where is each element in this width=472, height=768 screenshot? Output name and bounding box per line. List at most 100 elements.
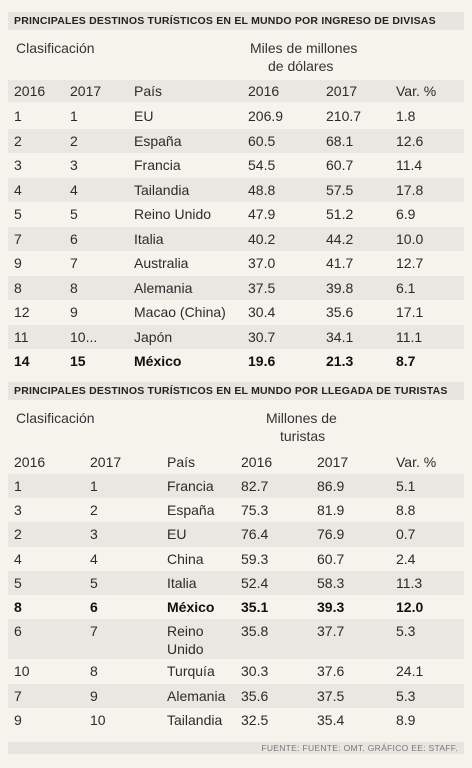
cell-rank-2017: 6: [90, 599, 98, 615]
cell-value-2017: 34.1: [326, 328, 354, 345]
cell-rank-2017: 10...: [70, 328, 98, 345]
cell-variation: 11.3: [396, 574, 423, 591]
cell-value-2017: 44.2: [326, 230, 354, 247]
table-row: 8 6 México 35.1 39.3 12.0: [8, 595, 464, 619]
cell-value-2016: 82.7: [241, 478, 269, 494]
cell-rank-2017: 7: [70, 255, 78, 271]
table2-units-label-2: turistas: [280, 428, 326, 444]
cell-rank-2016: 7: [14, 230, 22, 247]
table2-header-2016-rank: 2016: [14, 454, 46, 470]
table-row: 14 15 México 19.6 21.3 8.7: [8, 349, 464, 374]
cell-variation: 2.4: [396, 550, 416, 567]
cell-country: Alemania: [167, 687, 226, 704]
table-row: 7 9 Alemania 35.6 37.5 5.3: [8, 683, 464, 708]
table-row: 9 7 Australia 37.0 41.7 12.7: [8, 251, 464, 276]
cell-variation: 12.6: [396, 132, 424, 149]
table-row: 2 2 España 60.5 68.1 12.6: [8, 128, 464, 153]
table1-header-2016-rank: 2016: [14, 83, 46, 99]
cell-rank-2016: 14: [14, 353, 30, 369]
cell-value-2016: 75.3: [241, 502, 269, 519]
table-row: 9 10 Tailandia 32.5 35.4 8.9: [8, 708, 464, 732]
cell-value-2017: 58.3: [317, 574, 345, 591]
table2-header-2017: 2017: [317, 454, 349, 470]
cell-value-2017: 41.7: [326, 255, 354, 271]
cell-value-2016: 35.6: [241, 687, 269, 704]
cell-value-2016: 206.9: [248, 108, 284, 124]
cell-variation: 8.7: [396, 353, 416, 369]
table1-header-2017: 2017: [326, 83, 358, 99]
table-row: 3 3 Francia 54.5 60.7 11.4: [8, 153, 464, 178]
cell-country: Australia: [134, 255, 189, 271]
cell-value-2016: 37.0: [248, 255, 276, 271]
cell-rank-2017: 8: [90, 663, 98, 680]
cell-rank-2016: 3: [14, 157, 22, 173]
table-row: 3 2 España 75.3 81.9 8.8: [8, 498, 464, 522]
table-row: 1 1 Francia 82.7 86.9 5.1: [8, 474, 464, 499]
cell-rank-2016: 5: [14, 574, 22, 591]
cell-value-2016: 47.9: [248, 206, 276, 222]
table1-header-2016: 2016: [248, 83, 280, 99]
table-row: 10 8 Turquía 30.3 37.6 24.1: [8, 659, 464, 683]
cell-rank-2017: 1: [90, 478, 98, 494]
cell-rank-2017: 7: [90, 623, 98, 640]
cell-value-2017: 51.2: [326, 206, 354, 222]
cell-value-2016: 32.5: [241, 711, 269, 728]
cell-country: Alemania: [134, 279, 193, 296]
cell-country: Tailandia: [134, 181, 190, 198]
table1-header-row: 2016 2017 País 2016 2017 Var. %: [8, 80, 464, 102]
cell-rank-2016: 2: [14, 132, 22, 149]
cell-value-2016: 60.5: [248, 132, 276, 149]
cell-country: Macao (China): [134, 304, 226, 320]
cell-country: EU: [167, 526, 187, 543]
cell-rank-2017: 4: [70, 181, 78, 198]
cell-value-2016: 35.8: [241, 623, 269, 640]
cell-value-2017: 37.5: [317, 687, 345, 704]
table-row: 2 3 EU 76.4 76.9 0.7: [8, 522, 464, 547]
cell-value-2016: 48.8: [248, 181, 276, 198]
cell-variation: 5.3: [396, 623, 416, 640]
cell-value-2017: 60.7: [326, 157, 354, 173]
table-row: 4 4 Tailandia 48.8 57.5 17.8: [8, 177, 464, 202]
cell-variation: 12.7: [396, 255, 424, 271]
cell-rank-2017: 5: [70, 206, 78, 222]
cell-rank-2017: 15: [70, 353, 86, 369]
cell-value-2017: 39.8: [326, 279, 354, 296]
cell-rank-2016: 1: [14, 478, 22, 494]
cell-country: Tailandia: [167, 711, 223, 728]
cell-value-2017: 81.9: [317, 502, 345, 519]
table1-units-label-1: Miles de millones: [250, 40, 358, 56]
cell-rank-2017: 4: [90, 550, 98, 567]
cell-variation: 11.1: [396, 328, 423, 345]
cell-variation: 17.1: [396, 304, 424, 320]
table2-rank-label: Clasificación: [16, 410, 95, 426]
cell-country: México: [167, 599, 215, 615]
cell-value-2017: 86.9: [317, 478, 345, 494]
table2-title: PRINCIPALES DESTINOS TURÍSTICOS EN EL MU…: [8, 382, 464, 400]
table-row: 7 6 Italia 40.2 44.2 10.0: [8, 226, 464, 251]
table-row: 5 5 Italia 52.4 58.3 11.3: [8, 570, 464, 595]
cell-rank-2016: 12: [14, 304, 30, 320]
cell-rank-2017: 8: [70, 279, 78, 296]
cell-rank-2017: 2: [70, 132, 78, 149]
cell-value-2017: 35.4: [317, 711, 345, 728]
cell-rank-2016: 3: [14, 502, 22, 519]
cell-value-2016: 76.4: [241, 526, 269, 543]
cell-rank-2017: 6: [70, 230, 78, 247]
cell-rank-2017: 3: [70, 157, 78, 173]
cell-value-2016: 52.4: [241, 574, 269, 591]
cell-value-2016: 19.6: [248, 353, 276, 369]
cell-rank-2017: 10: [90, 711, 106, 728]
cell-country: Reino Unido: [134, 206, 212, 222]
cell-country: Japón: [134, 328, 173, 345]
cell-rank-2016: 4: [14, 550, 22, 567]
cell-rank-2016: 7: [14, 687, 22, 704]
table2-header-var: Var. %: [396, 454, 437, 470]
table2-units-label-1: Millones de: [266, 410, 337, 426]
cell-variation: 6.1: [396, 279, 416, 296]
cell-country: Francia: [167, 478, 214, 494]
table2-header-2017-rank: 2017: [90, 454, 122, 470]
cell-variation: 1.8: [396, 108, 416, 124]
cell-value-2017: 37.6: [317, 663, 345, 680]
cell-rank-2017: 9: [90, 687, 98, 704]
table-row: 8 8 Alemania 37.5 39.8 6.1: [8, 275, 464, 300]
